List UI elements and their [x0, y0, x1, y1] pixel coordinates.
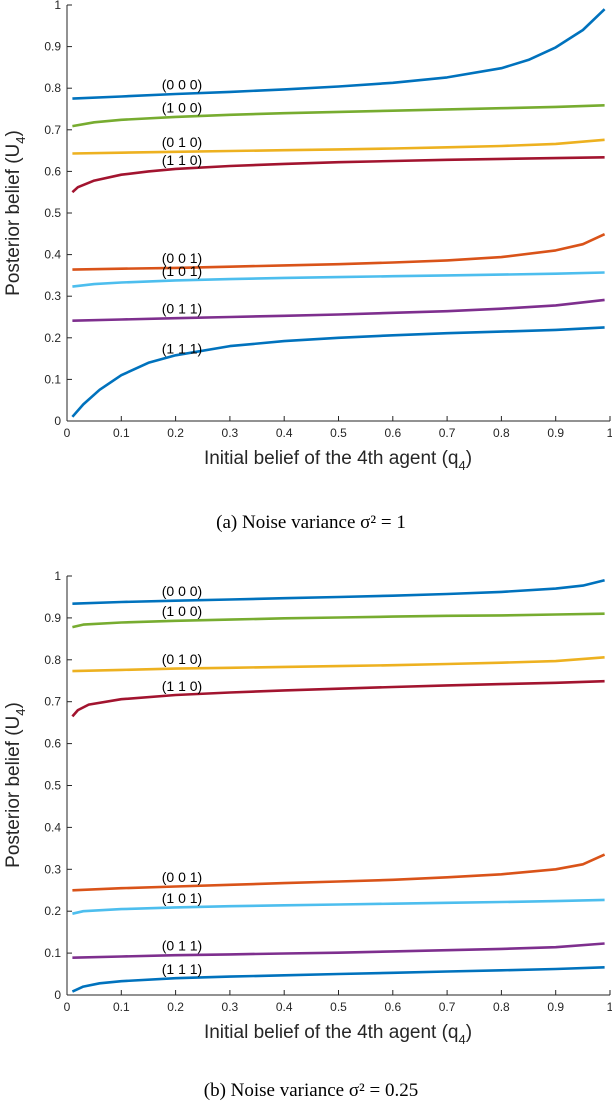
x-tick-label: 0.4: [276, 1000, 293, 1014]
x-tick-label: 0.2: [167, 426, 184, 440]
series-label-0: (0 0 0): [162, 77, 202, 93]
series-line-1: [72, 612, 605, 629]
x-tick-label: 0.3: [222, 426, 239, 440]
series-label-5: (1 0 1): [162, 890, 202, 906]
series-line-6: [72, 942, 605, 959]
data-lines: [71, 578, 606, 993]
y-tick-label: 0.9: [44, 611, 61, 625]
series-label-2: (0 1 0): [162, 134, 202, 150]
y-tick-label: 0.1: [44, 372, 61, 386]
series-label-7: (1 1 1): [162, 961, 202, 977]
chart-panel-a: 0 0.1 0.2 0.3 0.4 0.5 0.6 0.7 0.8 0.9 1 0 0.1 0.2 0.3 0…: [3, 0, 612, 533]
y-tick-label: 1: [54, 569, 61, 583]
series-line-5: [72, 898, 605, 915]
y-tick-label: 0.6: [44, 164, 61, 178]
x-tick-label: 0: [64, 1000, 71, 1014]
x-axis-label: Initial belief of the 4th agent (q4): [204, 1022, 472, 1047]
x-tick-label: 0.7: [439, 1000, 456, 1014]
series-line-3: [71, 679, 605, 718]
x-tick-label: 0.5: [330, 1000, 347, 1014]
y-tick-label: 0: [54, 414, 61, 428]
series-line-7: [71, 326, 605, 418]
chart-panel-b: 0 0.1 0.2 0.3 0.4 0.5 0.6 0.7 0.8 0.9 1 0 0.1 0.2 0.3 0…: [3, 569, 612, 1101]
x-tick-label: 0.8: [493, 1000, 510, 1014]
x-tick-label: 1: [607, 426, 612, 440]
series-label-3: (1 1 0): [162, 678, 202, 694]
curve-labels: (0 0 0) (1 0 0) (0 1 0) (1 1 0) (0 0 1) (1 0 …: [162, 583, 202, 977]
series-label-3: (1 1 0): [162, 152, 202, 168]
y-axis-label: Posterior belief (U4): [3, 702, 28, 868]
y-tick-label: 0.5: [44, 206, 61, 220]
series-line-2: [72, 656, 605, 673]
series-label-5: (1 0 1): [162, 263, 202, 279]
y-tick-label: 0.7: [44, 123, 61, 137]
plot-area: [67, 576, 610, 995]
series-line-2: [72, 138, 605, 155]
series-label-1: (1 0 0): [162, 603, 202, 619]
series-label-4: (0 0 1): [162, 869, 202, 885]
series-line-4: [72, 853, 606, 892]
x-tick-label: 0.1: [113, 1000, 130, 1014]
y-tick-label: 0.2: [44, 331, 61, 345]
y-tick-label: 0.3: [44, 862, 61, 876]
x-tick-label: 0.3: [222, 1000, 239, 1014]
series-label-6: (0 1 1): [162, 300, 202, 316]
series-line-6: [72, 298, 605, 322]
series-label-0: (0 0 0): [162, 583, 202, 599]
y-tick-label: 0.8: [44, 653, 61, 667]
y-tick-label: 0.4: [44, 820, 61, 834]
series-line-1: [72, 104, 605, 128]
y-tick-label: 0.1: [44, 946, 61, 960]
y-tick-label: 0.8: [44, 81, 61, 95]
series-line-0: [72, 578, 605, 605]
series-line-0: [72, 8, 606, 100]
curve-labels: (0 0 0) (1 0 0) (0 1 0) (1 1 0) (0 0 1)(1 0 …: [162, 77, 202, 357]
x-tick-label: 0.1: [113, 426, 130, 440]
y-tick-label: 0.9: [44, 40, 61, 54]
x-tick-label: 0.7: [439, 426, 456, 440]
caption-a: (a) Noise variance σ² = 1: [216, 512, 406, 533]
x-tick-label: 0.2: [167, 1000, 184, 1014]
y-tick-label: 0.5: [44, 779, 61, 793]
x-tick-label: 0.8: [493, 426, 510, 440]
y-tick-label: 0.7: [44, 695, 61, 709]
y-tick-label: 0.3: [44, 289, 61, 303]
y-tick-label: 1: [54, 0, 61, 12]
series-line-3: [71, 156, 605, 194]
series-label-7: (1 1 1): [162, 340, 202, 356]
x-tick-label: 0.9: [547, 426, 564, 440]
series-label-6: (0 1 1): [162, 937, 202, 953]
x-tick-label: 0.5: [330, 426, 347, 440]
y-tick-label: 0: [54, 988, 61, 1002]
y-tick-label: 0.4: [44, 248, 61, 262]
y-tick-label: 0.2: [44, 904, 61, 918]
x-tick-label: 0.9: [547, 1000, 564, 1014]
series-line-5: [72, 271, 605, 288]
x-tick-label: 0: [64, 426, 71, 440]
series-label-2: (0 1 0): [162, 651, 202, 667]
y-axis-label: Posterior belief (U4): [3, 130, 28, 296]
caption-b: (b) Noise variance σ² = 0.25: [204, 1080, 418, 1101]
series-line-4: [72, 233, 606, 271]
series-label-1: (1 0 0): [162, 99, 202, 115]
x-axis-label: Initial belief of the 4th agent (q4): [204, 448, 472, 473]
data-lines: [71, 8, 606, 418]
axes: 0 0.1 0.2 0.3 0.4 0.5 0.6 0.7 0.8 0.9 1 0 0.1 0.2 0.3 0…: [44, 0, 612, 440]
x-tick-label: 1: [607, 1000, 612, 1014]
x-tick-label: 0.4: [276, 426, 293, 440]
y-tick-label: 0.6: [44, 737, 61, 751]
plot-area: [67, 5, 610, 421]
series-label-4: (0 0 1): [162, 250, 202, 266]
axes: 0 0.1 0.2 0.3 0.4 0.5 0.6 0.7 0.8 0.9 1 0 0.1 0.2 0.3 0…: [44, 569, 612, 1014]
series-line-7: [71, 966, 605, 993]
x-tick-label: 0.6: [384, 1000, 401, 1014]
x-tick-label: 0.6: [384, 426, 401, 440]
